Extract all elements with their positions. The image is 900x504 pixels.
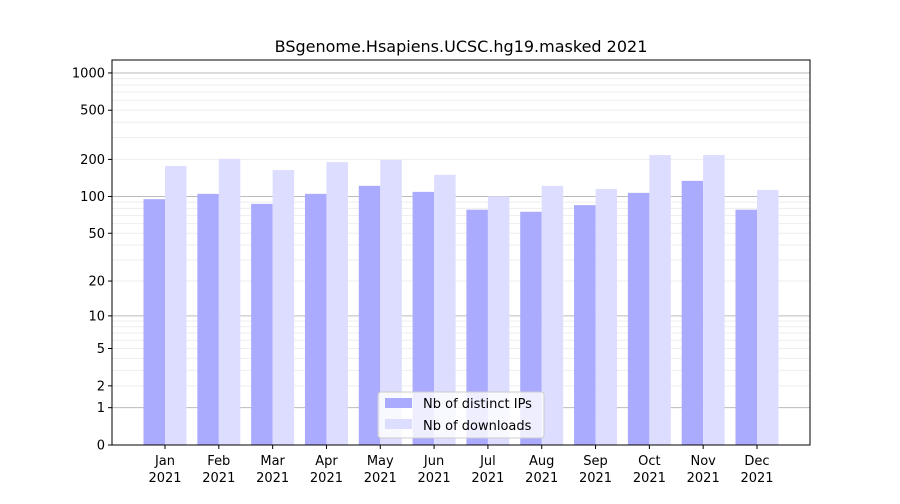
x-tick-label-month: Jan: [154, 454, 175, 469]
x-tick-label-year: 2021: [471, 471, 504, 486]
legend-swatch-ips: [385, 398, 412, 408]
x-tick-label-month: Dec: [744, 454, 769, 469]
x-tick-label-month: Nov: [690, 454, 716, 469]
bar-downloads: [649, 155, 671, 446]
plot-frame: [111, 59, 811, 446]
bar-distinct-ips: [520, 211, 542, 445]
bar-distinct-ips: [304, 193, 327, 445]
legend-label-ips: Nb of distinct IPs: [423, 397, 532, 412]
x-tick-label-year: 2021: [148, 471, 181, 486]
bar-downloads: [757, 189, 779, 445]
x-tick-label-month: Jun: [423, 454, 444, 469]
x-tick-label-year: 2021: [740, 471, 773, 486]
y-tick-label: 2: [97, 379, 105, 394]
bar-distinct-ips: [358, 185, 381, 446]
bar-distinct-ips: [466, 209, 488, 445]
bar-distinct-ips: [574, 205, 596, 445]
x-tick-label-month: Aug: [529, 454, 554, 469]
y-tick-label: 1: [97, 401, 105, 416]
bar-distinct-ips: [681, 180, 704, 445]
y-tick-label: 5: [97, 342, 105, 357]
x-tick-label-year: 2021: [364, 471, 397, 486]
y-tick-label: 200: [80, 153, 105, 168]
x-tick-label-year: 2021: [579, 471, 612, 486]
legend-label-downloads: Nb of downloads: [423, 419, 532, 434]
bar-downloads: [218, 158, 241, 446]
y-tick-label: 0: [97, 439, 105, 454]
y-tick-label: 50: [88, 227, 105, 242]
y-tick-label: 10: [88, 309, 105, 324]
y-tick-label: 1000: [72, 66, 105, 81]
chart-title: BSgenome.Hsapiens.UCSC.hg19.masked 2021: [275, 37, 648, 56]
x-tick-label-month: Sep: [583, 454, 608, 469]
x-tick-label-year: 2021: [256, 471, 289, 486]
bar-downloads: [595, 189, 618, 445]
y-axis: 0 1 2 5 10 20 50 100 200 500 1000: [72, 66, 112, 454]
bar-distinct-ips: [627, 192, 650, 445]
legend-frame: [377, 391, 545, 439]
x-tick-label-year: 2021: [310, 471, 343, 486]
x-tick-label-month: Feb: [207, 454, 230, 469]
legend: Nb of distinct IPs Nb of downloads: [377, 391, 545, 439]
bar-downloads: [703, 155, 725, 446]
bar-distinct-ips: [197, 193, 219, 445]
bar-downloads: [326, 162, 348, 445]
bar-downloads: [541, 185, 564, 446]
bar-downloads: [434, 174, 456, 445]
x-tick-label-month: Apr: [315, 454, 338, 469]
x-tick-label-year: 2021: [633, 471, 666, 486]
bar-downloads: [487, 196, 510, 445]
x-tick-label-year: 2021: [202, 471, 235, 486]
x-tick-label-month: Oct: [638, 454, 660, 469]
x-axis: Jan 2021 Feb 2021 Mar 2021 Apr 2021 May 2021 Jun 20…: [148, 445, 774, 486]
y-tick-label: 500: [80, 104, 105, 119]
legend-swatch-downloads: [385, 419, 412, 429]
x-tick-label-year: 2021: [525, 471, 558, 486]
bar-distinct-ips: [735, 209, 757, 445]
x-tick-label-year: 2021: [687, 471, 720, 486]
bar-distinct-ips: [251, 203, 273, 445]
bar-downloads: [380, 159, 402, 446]
x-tick-label-month: Mar: [260, 454, 285, 469]
bar-downloads: [272, 170, 295, 446]
y-tick-label: 100: [80, 190, 105, 205]
x-tick-label-month: Jul: [479, 454, 496, 469]
bars: [143, 155, 779, 446]
x-tick-label-year: 2021: [418, 471, 451, 486]
x-tick-label-month: May: [367, 454, 394, 469]
bar-distinct-ips: [412, 191, 435, 445]
bar-downloads: [165, 165, 187, 445]
bar-distinct-ips: [143, 199, 165, 445]
y-tick-label: 20: [88, 275, 105, 290]
